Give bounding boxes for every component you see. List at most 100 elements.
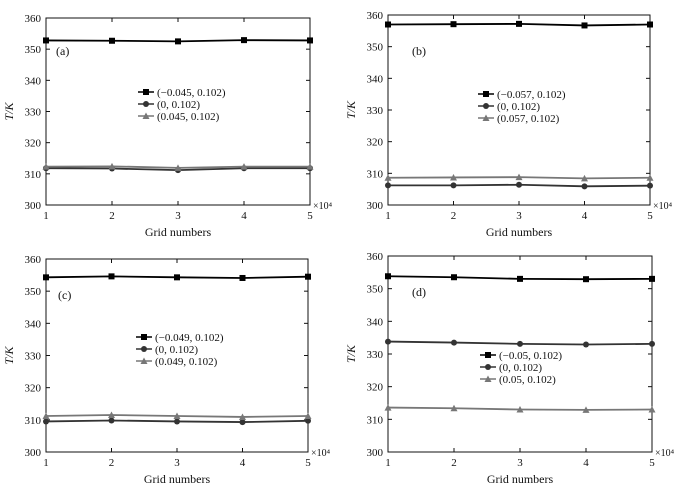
series-1 xyxy=(43,273,311,281)
x-tick-label: 5 xyxy=(649,457,655,469)
y-tick-label: 320 xyxy=(25,383,42,395)
data-point xyxy=(304,412,312,419)
data-point xyxy=(239,419,246,426)
data-point xyxy=(385,273,391,280)
x-exponent-label: ×10⁴ xyxy=(653,201,673,212)
x-tick-label: 1 xyxy=(385,210,391,222)
x-tick-label: 1 xyxy=(43,457,49,469)
legend-entry-2: (0, 0.102) xyxy=(138,99,200,111)
y-tick-label: 330 xyxy=(367,349,384,361)
data-point xyxy=(516,181,522,188)
legend-entry-1: (−0.045, 0.102) xyxy=(138,87,226,99)
legend-marker xyxy=(485,352,491,358)
legend-label: (0.05, 0.102) xyxy=(499,374,556,386)
series-1 xyxy=(43,37,313,45)
y-tick-label: 340 xyxy=(367,73,384,85)
y-tick-label: 300 xyxy=(25,200,42,212)
data-point xyxy=(384,404,392,411)
data-point xyxy=(649,275,655,282)
y-tick-label: 330 xyxy=(25,107,42,119)
x-exponent-label: ×10⁴ xyxy=(313,201,333,212)
legend-entry-2: (0, 0.102) xyxy=(136,344,198,356)
y-tick-label: 300 xyxy=(25,447,42,459)
legend-label: (0.057, 0.102) xyxy=(497,113,560,125)
x-tick-label: 5 xyxy=(647,210,653,222)
data-point xyxy=(583,341,589,348)
x-axis-title: Grid numbers xyxy=(486,225,553,239)
y-tick-label: 330 xyxy=(367,105,384,117)
legend-marker xyxy=(483,91,489,97)
legend-marker xyxy=(143,101,149,107)
legend-marker xyxy=(485,364,491,370)
data-point xyxy=(240,163,248,170)
data-point xyxy=(109,37,115,44)
series-3 xyxy=(42,411,312,420)
y-tick-label: 320 xyxy=(367,382,384,394)
y-tick-label: 360 xyxy=(367,251,384,263)
legend-entry-2: (0, 0.102) xyxy=(478,101,540,113)
data-point xyxy=(581,22,588,29)
y-tick-label: 300 xyxy=(367,447,384,459)
legend-label: (0, 0.102) xyxy=(499,362,542,374)
data-point xyxy=(239,274,246,281)
data-point xyxy=(306,163,314,170)
chart-panel-2: 1 2 3 4 5 300 310 320 330 340 350 360 Grid numbers T/… xyxy=(344,10,673,239)
x-tick-label: 3 xyxy=(175,210,181,222)
data-point xyxy=(647,21,653,28)
data-point xyxy=(174,418,180,425)
x-tick-label: 5 xyxy=(307,210,313,222)
data-point xyxy=(175,38,181,45)
data-point xyxy=(583,276,589,283)
data-point xyxy=(239,413,246,420)
y-tick-label: 310 xyxy=(25,169,42,181)
series-1 xyxy=(385,273,655,283)
x-tick-label: 4 xyxy=(240,457,246,469)
series-3 xyxy=(384,404,656,413)
y-axis-title: T/K xyxy=(344,344,358,363)
data-point xyxy=(43,37,49,44)
legend-entry-3: (0.045, 0.102) xyxy=(138,111,220,123)
data-point xyxy=(384,174,392,181)
data-point xyxy=(649,340,655,347)
series-2 xyxy=(385,181,653,190)
data-point xyxy=(582,406,590,413)
series-3 xyxy=(42,162,314,171)
chart-panel-4: 1 2 3 4 5 300 310 320 330 340 350 360 Grid numbers T/… xyxy=(344,251,675,486)
y-axis-title: T/K xyxy=(344,100,358,119)
y-tick-label: 360 xyxy=(367,10,384,22)
data-point xyxy=(451,339,457,346)
y-tick-label: 320 xyxy=(367,137,384,149)
y-tick-label: 340 xyxy=(25,75,42,87)
legend-label: (−0.057, 0.102) xyxy=(497,89,566,101)
legend-label: (−0.049, 0.102) xyxy=(155,332,224,344)
data-point xyxy=(174,274,180,281)
legend-label: (−0.045, 0.102) xyxy=(157,87,226,99)
data-point xyxy=(517,275,523,282)
chart-panel-1: 1 2 3 4 5 300 310 320 330 340 350 360 Grid numbers T/… xyxy=(2,13,333,239)
y-axis-title: T/K xyxy=(2,346,16,365)
data-point xyxy=(43,274,49,281)
y-tick-label: 340 xyxy=(367,316,384,328)
x-tick-label: 1 xyxy=(43,210,49,222)
y-axis-title: T/K xyxy=(2,102,16,121)
x-tick-label: 4 xyxy=(241,210,247,222)
legend-marker xyxy=(141,334,147,340)
legend-marker xyxy=(142,112,150,119)
y-tick-label: 320 xyxy=(25,138,42,150)
legend-label: (0, 0.102) xyxy=(497,101,540,113)
x-exponent-label: ×10⁴ xyxy=(655,448,675,459)
y-tick-label: 330 xyxy=(25,351,42,363)
legend-entry-2: (0, 0.102) xyxy=(480,362,542,374)
legend-entry-3: (0.057, 0.102) xyxy=(478,113,560,125)
y-tick-label: 350 xyxy=(25,44,42,56)
data-point xyxy=(42,412,50,419)
x-tick-label: 4 xyxy=(582,210,588,222)
data-point xyxy=(581,183,588,190)
data-point xyxy=(450,173,457,181)
x-tick-label: 2 xyxy=(451,457,457,469)
legend-label: (0.049, 0.102) xyxy=(155,356,218,368)
y-tick-label: 350 xyxy=(367,42,384,54)
legend-marker xyxy=(140,357,148,364)
data-point xyxy=(450,21,457,28)
